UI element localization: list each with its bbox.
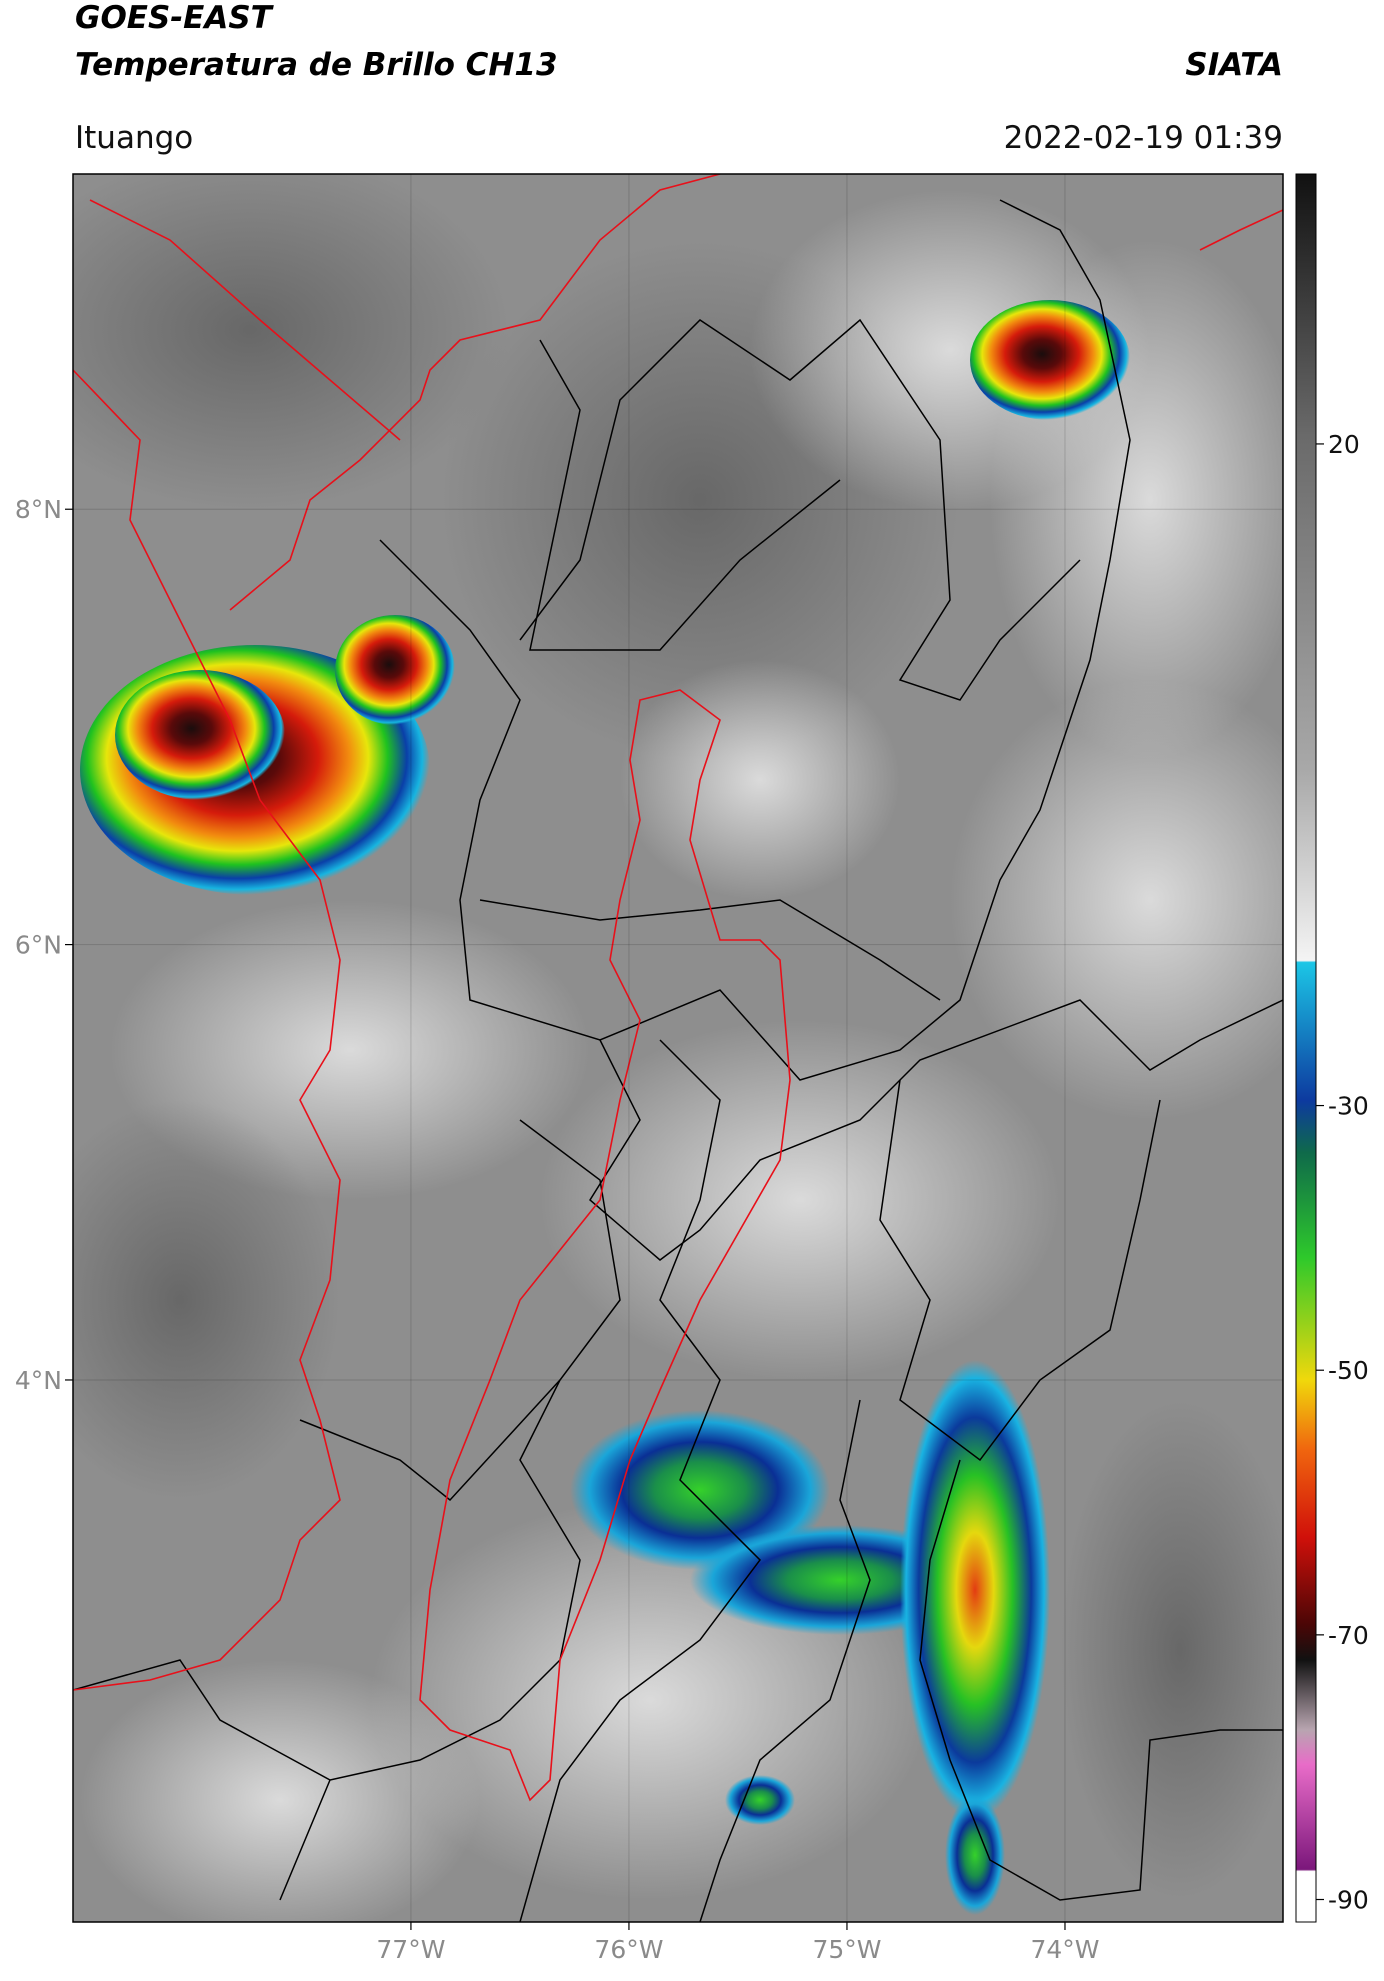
border: [879, 1079, 1161, 1462]
map-frame: [72, 173, 1284, 1923]
storm-cell: [970, 300, 1130, 420]
border: [73, 1659, 331, 1781]
cloud-field: [620, 660, 900, 900]
cloud-field: [1060, 1400, 1283, 1900]
border: [589, 999, 1283, 1261]
admin-borders: [73, 199, 1283, 1922]
location: Ituango: [75, 120, 193, 156]
cold-cloud: [900, 1360, 1050, 1820]
cloud-field: [73, 1100, 340, 1500]
lon-tick-label: 76°W: [594, 1935, 663, 1964]
basin-outline: [419, 689, 791, 1802]
border: [279, 1119, 621, 1901]
colorbar-tick-label: -90: [1328, 1886, 1369, 1915]
map-imagery: [73, 174, 1283, 1922]
border: [919, 1459, 1283, 1901]
border: [519, 1039, 761, 1922]
cloud-field: [950, 680, 1283, 1120]
datetime: 2022-02-19 01:39: [1004, 120, 1283, 156]
cold-cloud: [945, 1795, 1005, 1915]
coastline: [89, 199, 401, 441]
border: [519, 318, 1081, 701]
colorbar-tick-label: 20: [1328, 430, 1360, 459]
colorbar-tick-label: -70: [1328, 1621, 1369, 1650]
subtitle: Temperatura de Brillo CH13: [75, 47, 558, 83]
cold-cloud: [725, 1775, 795, 1825]
coastline: [229, 174, 721, 611]
colorbar-tick-label: -30: [1328, 1092, 1369, 1121]
border: [379, 199, 1131, 1081]
lon-tick-label: 75°W: [812, 1935, 881, 1964]
border: [299, 1379, 561, 1502]
storm-cell: [115, 670, 285, 800]
lat-tick-label: 4°N: [15, 1366, 62, 1395]
colorbar: [1295, 173, 1317, 1923]
coastline: [73, 369, 341, 1691]
cloud-field: [73, 174, 510, 510]
border: [529, 339, 841, 651]
lon-tick-label: 74°W: [1030, 1935, 1099, 1964]
border: [479, 899, 941, 1001]
title: GOES-EAST: [75, 0, 275, 36]
cloud-field: [80, 1660, 480, 1922]
lat-tick-label: 8°N: [15, 495, 62, 524]
lat-tick-label: 6°N: [15, 931, 62, 960]
coast-and-basin: [73, 174, 1283, 1802]
source: SIATA: [1185, 47, 1283, 83]
storm-cell: [335, 615, 455, 725]
coastline: [1199, 209, 1283, 251]
lon-tick-label: 77°W: [376, 1935, 445, 1964]
cloud-field: [540, 1020, 1060, 1380]
colorbar-tick-label: -50: [1328, 1356, 1369, 1385]
border: [699, 1399, 871, 1922]
